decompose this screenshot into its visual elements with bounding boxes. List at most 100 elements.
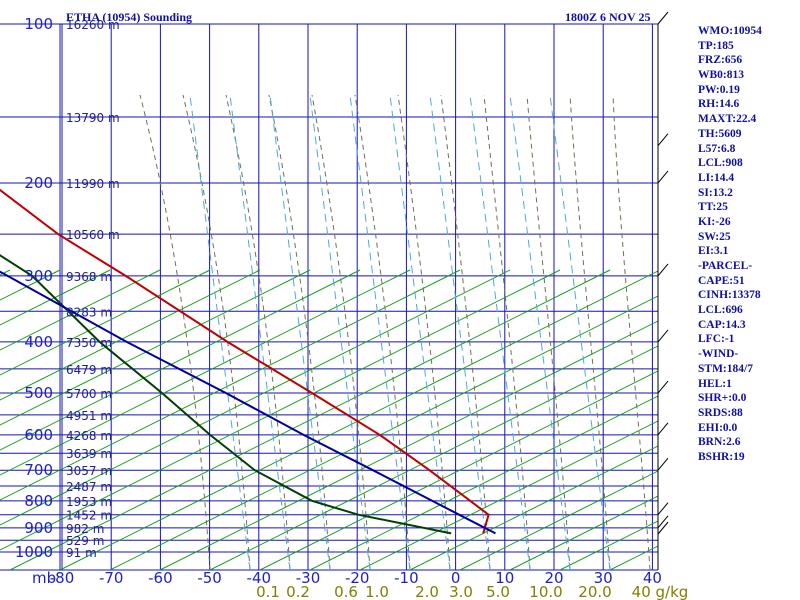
mixing-ratio-label-5: 3.0	[449, 583, 473, 600]
dry-adiabat-16	[209, 345, 658, 570]
mixing-ratio-label-9: 40 g/kg	[632, 583, 689, 600]
wind-barb-0	[657, 11, 669, 25]
mixing-ratio-label-1: 0.2	[286, 583, 310, 600]
temperature-label-40: 40	[643, 569, 662, 587]
temperature-label--30: -30	[296, 569, 321, 587]
index-item: SHR+:0.0	[698, 392, 747, 405]
temperature-label--50: -50	[197, 569, 222, 587]
index-item: EHI:0.0	[698, 421, 738, 434]
moist-adiabat-10	[569, 94, 611, 570]
dry-adiabat-18	[309, 395, 658, 570]
wind-barb-1	[657, 133, 669, 146]
index-item: LCL:908	[698, 157, 743, 170]
index-item: TT:25	[698, 201, 728, 214]
height-label-750: 2487 m	[66, 480, 112, 494]
dry-adiabat-19	[359, 420, 658, 570]
index-item: CINH:13378	[698, 289, 761, 302]
wind-barb-10	[657, 521, 669, 535]
temperature-label-30: 30	[594, 569, 613, 587]
index-item: TP:185	[698, 39, 734, 52]
index-item: BSHR:19	[698, 450, 745, 463]
height-label-600: 4268 m	[66, 429, 112, 443]
moist-adiabat-7	[440, 94, 491, 570]
pressure-label-300: 300	[24, 267, 53, 285]
mixing-ratio-1	[229, 94, 291, 570]
temperature-label--10: -10	[394, 569, 419, 587]
mixing-ratio-9	[549, 94, 611, 570]
wind-barb-3	[657, 263, 669, 277]
dry-adiabat-14	[109, 295, 658, 570]
height-label-850: 1452 m	[66, 509, 112, 523]
wind-barb-9	[657, 515, 669, 529]
chart-background	[0, 24, 658, 570]
dry-adiabat-20	[409, 445, 658, 570]
height-label-950: 529 m	[66, 534, 104, 548]
mixing-ratio-label-8: 20.0	[578, 583, 611, 600]
height-label-550: 4951 m	[66, 409, 112, 423]
moist-adiabat-lines	[139, 94, 651, 570]
moist-adiabat-0	[139, 94, 211, 570]
height-label-700: 3057 m	[66, 464, 112, 478]
wind-barb-6	[657, 422, 669, 436]
height-label-650: 3639 m	[66, 447, 112, 461]
index-item: TH:5609	[698, 127, 742, 140]
height-label-300: 9368 m	[66, 270, 112, 284]
sounding-traces	[0, 188, 496, 535]
mixing-ratio-label-7: 10.0	[529, 583, 562, 600]
moist-adiabat-1	[182, 94, 251, 570]
index-item: LI:14.4	[698, 171, 735, 184]
wind-barb-8	[657, 502, 669, 516]
moist-adiabat-5	[354, 94, 411, 570]
mixing-ratio-label-6: 5.0	[486, 583, 510, 600]
height-label-350: 8283 m	[66, 305, 112, 319]
temperature-trace	[0, 188, 490, 534]
index-item: LFC:-1	[698, 333, 735, 346]
temperature-label--60: -60	[148, 569, 173, 587]
height-label-900: 982 m	[66, 522, 104, 536]
pressure-tick-labels: 100 200 300 400 500 600 700 800 900 1000	[15, 15, 53, 561]
temperature-label--40: -40	[247, 569, 272, 587]
dry-adiabat-10	[0, 269, 511, 526]
height-labels: 16260 m 13790 m 11990 m 10560 m 9368 m 8283 m…	[66, 18, 120, 560]
index-item: SI:13.2	[698, 186, 733, 199]
sounding-datetime: 1800Z 6 NOV 25	[565, 10, 651, 24]
mixing-ratio-0	[189, 94, 251, 570]
moist-adiabat-9	[526, 94, 571, 570]
pressure-label-600: 600	[24, 426, 53, 444]
pressure-label-900: 900	[24, 519, 53, 537]
height-label-400: 7350 m	[66, 336, 112, 350]
mixing-ratio-6	[429, 94, 491, 570]
moist-adiabat-3	[268, 94, 331, 570]
temperature-label--20: -20	[345, 569, 370, 587]
index-item: LCL:696	[698, 304, 743, 317]
index-item: HEL:1	[698, 377, 732, 390]
axis-unit-mb: mb	[32, 569, 56, 587]
mixing-ratio-8	[509, 94, 571, 570]
temperature-label-20: 20	[544, 569, 563, 587]
dry-adiabat-22	[509, 495, 658, 570]
mixing-ratio-lines	[189, 94, 611, 570]
height-label-1000: 91 m	[66, 546, 97, 560]
index-item: CAPE:51	[698, 274, 745, 287]
height-label-800: 1953 m	[66, 495, 112, 509]
index-item: WMO:10954	[698, 25, 762, 37]
moist-adiabat-2	[225, 94, 291, 570]
dry-adiabat-8	[0, 269, 411, 476]
mixing-ratio-4	[349, 94, 411, 570]
index-item: SRDS:88	[698, 406, 743, 419]
height-label-200: 11990 m	[66, 177, 120, 191]
dry-adiabat-17	[259, 370, 658, 570]
index-item: EI:3.1	[698, 245, 729, 258]
mixing-ratio-5	[389, 94, 451, 570]
dry-adiabat-12	[9, 269, 611, 570]
moist-adiabat-6	[397, 94, 451, 570]
moist-adiabat-11	[612, 94, 651, 570]
index-item: WB0:813	[698, 69, 744, 82]
temperature-tick-labels: mb-80 -70 -60 -50 -40 -30 -20 -10 0 10 20 30 40	[32, 569, 662, 587]
index-item: SW:25	[698, 230, 731, 243]
dry-adiabat-6	[0, 269, 311, 426]
dry-adiabat-5	[0, 269, 261, 401]
index-item: BRN:2.6	[698, 436, 741, 449]
plot-area	[0, 24, 658, 570]
moist-adiabat-4	[311, 94, 371, 570]
